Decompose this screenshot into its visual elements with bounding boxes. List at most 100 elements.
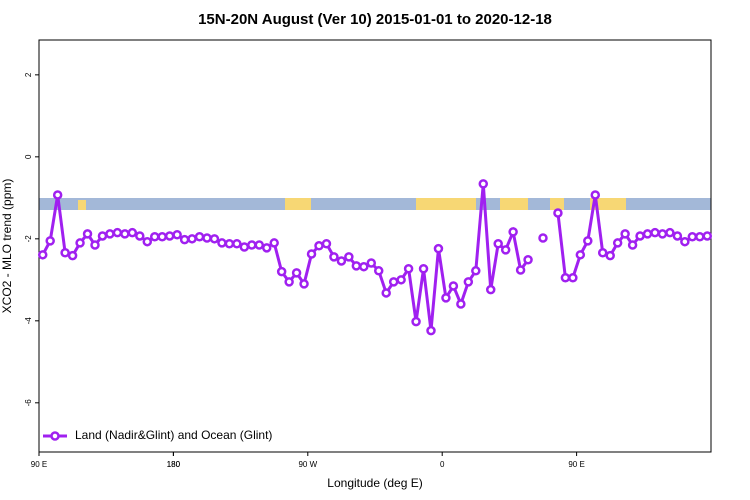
point: [344, 252, 354, 262]
point: [329, 252, 339, 262]
point: [247, 240, 257, 250]
point: [45, 236, 55, 246]
point: [37, 250, 48, 260]
point: [209, 234, 220, 244]
point: [202, 233, 212, 243]
y-tick-label: -4: [24, 317, 33, 325]
point: [388, 277, 399, 287]
point: [67, 250, 78, 261]
land-band: [500, 198, 528, 210]
land-band: [285, 198, 311, 210]
point: [60, 248, 70, 258]
point: [97, 231, 108, 241]
point: [672, 231, 683, 241]
point: [164, 231, 175, 241]
point: [433, 243, 444, 254]
x-tick-label: 0: [440, 460, 445, 469]
point: [657, 229, 668, 239]
point: [471, 266, 481, 276]
legend-label: Land (Nadir&Glint) and Ocean (Glint): [75, 428, 272, 442]
x-tick-label: 90 W: [298, 460, 317, 469]
point: [112, 227, 123, 238]
point: [359, 261, 369, 272]
x-tick-label: 90 E: [568, 460, 584, 469]
point: [650, 227, 660, 238]
point: [299, 279, 309, 289]
point: [239, 242, 250, 252]
point: [456, 299, 466, 309]
point: [635, 231, 645, 241]
point: [620, 229, 630, 239]
point: [135, 231, 145, 241]
point: [642, 229, 653, 239]
point: [254, 240, 265, 250]
point: [366, 258, 377, 268]
point: [187, 234, 197, 244]
point: [75, 238, 85, 248]
legend-marker: [50, 431, 60, 441]
point: [695, 232, 705, 242]
point: [224, 238, 235, 249]
land-band: [416, 198, 476, 210]
point: [612, 238, 623, 248]
point: [597, 248, 608, 258]
point: [583, 236, 593, 246]
point: [553, 208, 563, 218]
point: [478, 179, 489, 189]
point: [493, 238, 503, 249]
point: [149, 232, 160, 242]
land-band: [590, 198, 626, 210]
point: [314, 241, 324, 251]
point: [321, 238, 332, 249]
point: [448, 281, 459, 291]
y-axis-label: XCO2 - MLO trend (ppm): [0, 179, 14, 314]
point: [575, 250, 586, 260]
point: [90, 240, 100, 250]
y-tick-label: 2: [24, 72, 33, 77]
point: [485, 284, 496, 295]
point: [500, 245, 511, 255]
point: [396, 275, 406, 285]
point: [52, 190, 63, 200]
point: [463, 277, 474, 287]
point: [508, 227, 518, 237]
point: [403, 264, 414, 274]
point: [418, 264, 429, 274]
ocean-band: [39, 198, 711, 210]
point: [142, 236, 153, 247]
point: [605, 250, 615, 261]
point: [127, 227, 138, 238]
plot-frame: [38, 39, 712, 453]
point: [680, 236, 690, 247]
point: [351, 261, 362, 271]
point: [523, 254, 533, 265]
point: [336, 256, 347, 266]
point: [172, 229, 182, 240]
y-tick-label: -6: [24, 399, 33, 407]
x-tick-label: 180: [167, 460, 181, 469]
x-tick-label: 180: [167, 460, 181, 469]
point: [232, 238, 242, 249]
x-tick-label: 90 E: [31, 460, 47, 469]
point: [306, 249, 317, 259]
point: [82, 229, 93, 239]
point: [284, 277, 294, 287]
point: [217, 238, 227, 248]
point: [179, 234, 190, 245]
point: [568, 273, 578, 283]
point: [291, 268, 302, 278]
point: [687, 232, 698, 242]
point: [381, 288, 391, 298]
point: [157, 232, 167, 242]
point: [426, 325, 436, 336]
point: [515, 265, 526, 275]
point: [665, 227, 675, 238]
point: [269, 238, 279, 248]
point: [411, 316, 421, 327]
land-ocean-strip: [39, 198, 711, 210]
point: [627, 240, 638, 250]
point: [702, 231, 713, 241]
land-band: [550, 198, 564, 210]
